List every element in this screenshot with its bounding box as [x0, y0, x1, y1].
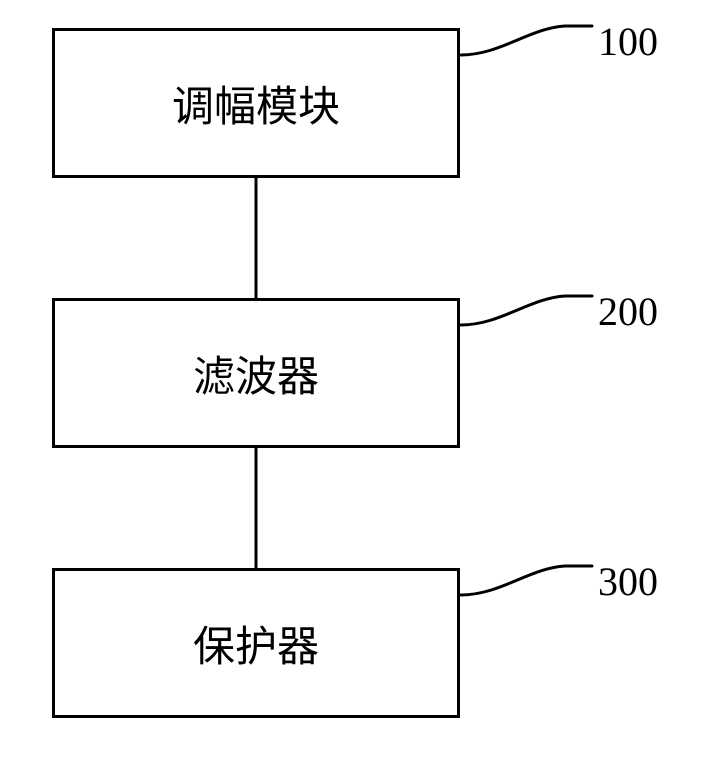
block-protector: 保护器 [52, 568, 460, 718]
block-amplitude-modulation: 调幅模块 [52, 28, 460, 178]
block-label: 滤波器 [193, 343, 319, 404]
leader-curve [461, 566, 592, 595]
callout-text: 300 [598, 559, 658, 604]
callout-label-300: 300 [598, 558, 658, 605]
diagram-canvas: 调幅模块 滤波器 保护器 100 200 300 [0, 0, 702, 766]
leader-curve [461, 26, 592, 55]
leader-curve [461, 296, 592, 325]
callout-label-100: 100 [598, 18, 658, 65]
block-label: 保护器 [193, 613, 319, 674]
callout-label-200: 200 [598, 288, 658, 335]
callout-text: 200 [598, 289, 658, 334]
block-label: 调幅模块 [172, 73, 340, 134]
callout-text: 100 [598, 19, 658, 64]
leaders-group [461, 26, 592, 595]
block-filter: 滤波器 [52, 298, 460, 448]
